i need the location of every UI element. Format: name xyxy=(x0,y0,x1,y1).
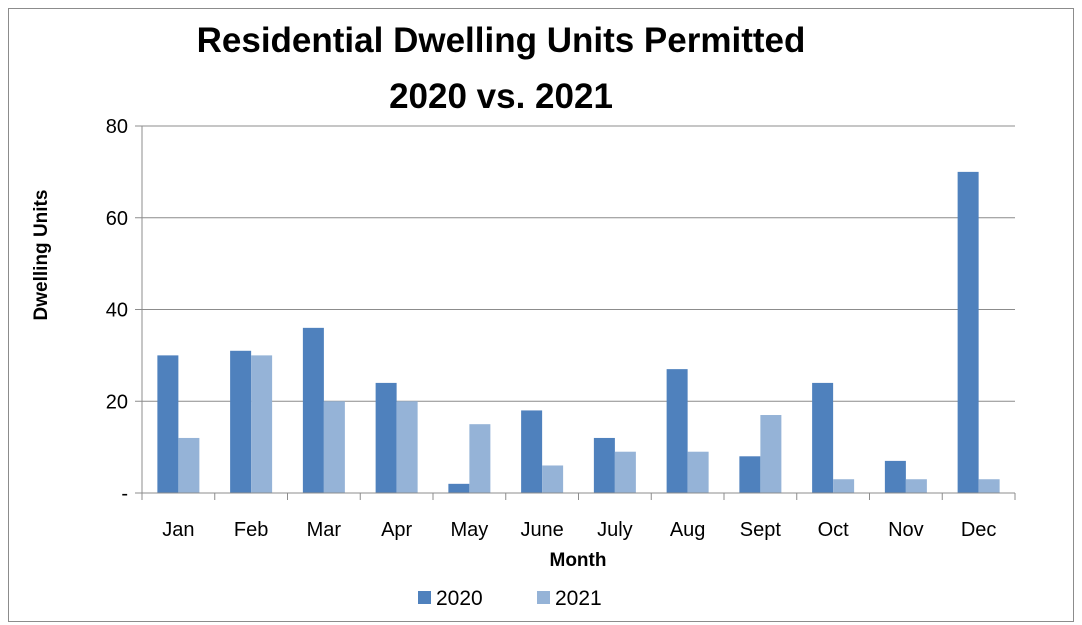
bar-2020-feb xyxy=(230,350,252,493)
y-tick-label: 20 xyxy=(106,391,128,413)
y-axis-title: Dwelling Units xyxy=(31,190,52,321)
x-tick-label: Aug xyxy=(670,519,706,541)
legend-swatch-2021 xyxy=(537,591,550,604)
bar-2020-oct xyxy=(812,382,834,493)
y-tick-label: 40 xyxy=(106,300,128,322)
x-tick-label: Jan xyxy=(162,519,194,541)
chart-title-line1: Residential Dwelling Units Permitted xyxy=(197,21,806,60)
bar-2020-may xyxy=(448,483,470,493)
bar-2021-jan xyxy=(178,437,200,493)
y-tick-label: 60 xyxy=(106,208,128,230)
bar-2021-may xyxy=(469,424,491,493)
bar-2020-apr xyxy=(375,382,397,493)
x-tick-label: July xyxy=(597,519,633,541)
x-tick-label: Sept xyxy=(740,519,782,541)
bar-2020-mar xyxy=(302,327,324,493)
bar-2021-oct xyxy=(833,479,855,493)
bar-2020-june xyxy=(521,410,543,493)
x-tick-label: May xyxy=(450,519,488,541)
x-tick-label: Feb xyxy=(234,519,268,541)
x-tick-label: Oct xyxy=(818,519,850,541)
y-tick-label: - xyxy=(121,483,128,505)
chart-title-line2: 2020 vs. 2021 xyxy=(389,77,613,116)
bar-2020-july xyxy=(593,437,615,493)
bar-2021-july xyxy=(614,451,636,493)
bar-2021-mar xyxy=(323,401,345,493)
x-tick-label: June xyxy=(520,519,563,541)
bar-2021-apr xyxy=(396,401,418,493)
bar-2020-nov xyxy=(884,460,906,493)
x-axis-title: Month xyxy=(550,550,607,571)
bar-2021-feb xyxy=(251,355,273,493)
x-axis-labels: Jan Feb Mar Apr May June July Aug Sept Oct Nov Dec xyxy=(162,519,996,541)
legend: 2020 2021 xyxy=(418,587,602,610)
y-tick-label: 80 xyxy=(106,116,128,138)
bar-2021-dec xyxy=(978,479,1000,493)
x-axis xyxy=(141,492,1016,500)
bar-2021-aug xyxy=(687,451,709,493)
x-tick-label: Dec xyxy=(961,519,997,541)
bar-2020-dec xyxy=(957,171,979,493)
bar-2020-aug xyxy=(666,369,688,493)
legend-label-2021: 2021 xyxy=(555,587,602,610)
legend-label-2020: 2020 xyxy=(436,587,483,610)
y-axis-ticks: - 20 40 60 80 xyxy=(106,116,143,505)
bar-2020-sept xyxy=(739,456,761,493)
x-tick-label: Nov xyxy=(888,519,924,541)
gridlines xyxy=(142,125,1015,402)
legend-swatch-2020 xyxy=(418,591,431,604)
x-tick-label: Mar xyxy=(307,519,342,541)
bars xyxy=(157,171,1000,493)
bar-2021-sept xyxy=(760,415,782,493)
bar-2021-june xyxy=(542,465,564,493)
bar-2021-nov xyxy=(905,479,927,493)
bar-2020-jan xyxy=(157,355,179,493)
chart-frame xyxy=(8,8,1074,622)
x-tick-label: Apr xyxy=(381,519,412,541)
